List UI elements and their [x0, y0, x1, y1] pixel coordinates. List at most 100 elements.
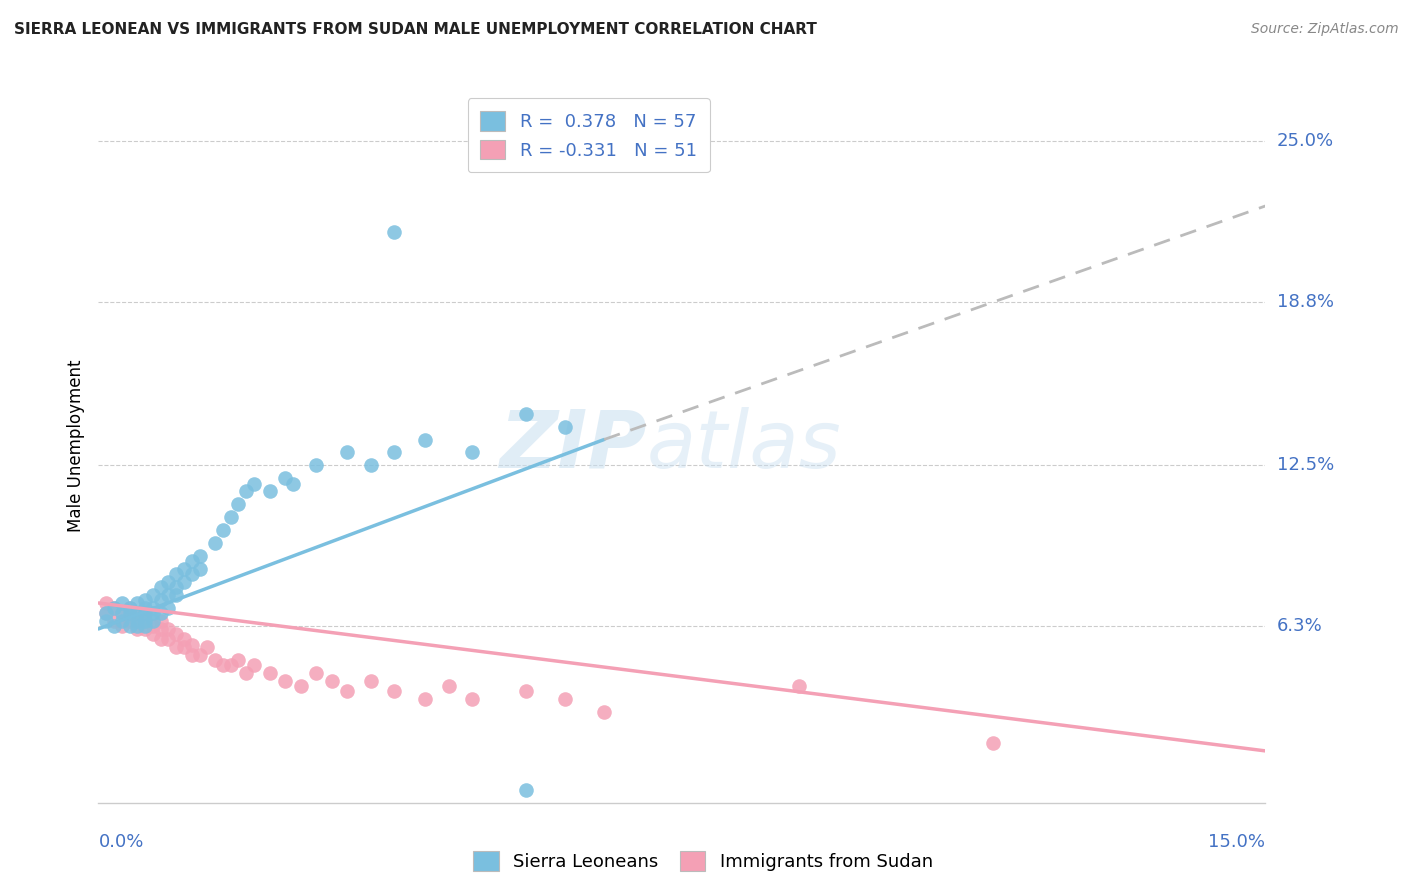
Text: 15.0%: 15.0% — [1208, 833, 1265, 851]
Point — [118, 614, 141, 628]
Point — [111, 614, 134, 628]
Point — [437, 679, 460, 693]
Point — [981, 736, 1004, 750]
Point — [228, 653, 250, 667]
Point — [165, 627, 187, 641]
Text: 6.3%: 6.3% — [1277, 617, 1322, 635]
Point — [149, 607, 172, 621]
Point — [219, 658, 242, 673]
Text: SIERRA LEONEAN VS IMMIGRANTS FROM SUDAN MALE UNEMPLOYMENT CORRELATION CHART: SIERRA LEONEAN VS IMMIGRANTS FROM SUDAN … — [14, 22, 817, 37]
Point — [149, 614, 172, 628]
Point — [157, 601, 180, 615]
Point — [180, 554, 202, 568]
Point — [360, 673, 382, 688]
Point — [96, 607, 118, 621]
Point — [149, 593, 172, 607]
Point — [134, 607, 156, 621]
Point — [188, 648, 211, 662]
Point — [134, 614, 156, 628]
Point — [188, 562, 211, 576]
Point — [281, 476, 304, 491]
Point — [787, 679, 810, 693]
Point — [134, 619, 156, 633]
Point — [103, 601, 125, 615]
Point — [165, 588, 187, 602]
Point — [243, 476, 266, 491]
Point — [142, 588, 165, 602]
Point — [96, 596, 118, 610]
Point — [149, 632, 172, 647]
Point — [274, 471, 297, 485]
Point — [515, 782, 537, 797]
Text: atlas: atlas — [647, 407, 842, 485]
Point — [149, 581, 172, 595]
Point — [305, 666, 328, 681]
Point — [219, 510, 242, 524]
Text: Source: ZipAtlas.com: Source: ZipAtlas.com — [1251, 22, 1399, 37]
Point — [111, 607, 134, 621]
Point — [554, 692, 576, 706]
Text: 12.5%: 12.5% — [1277, 457, 1334, 475]
Point — [382, 684, 405, 698]
Point — [173, 562, 195, 576]
Point — [165, 640, 187, 654]
Point — [103, 614, 125, 628]
Point — [382, 445, 405, 459]
Point — [96, 607, 118, 621]
Point — [142, 619, 165, 633]
Point — [134, 622, 156, 636]
Point — [118, 607, 141, 621]
Point — [165, 581, 187, 595]
Point — [235, 666, 257, 681]
Point — [127, 619, 149, 633]
Point — [127, 614, 149, 628]
Point — [461, 692, 484, 706]
Point — [157, 622, 180, 636]
Point — [180, 648, 202, 662]
Point — [515, 684, 537, 698]
Point — [274, 673, 297, 688]
Point — [180, 567, 202, 582]
Point — [118, 601, 141, 615]
Point — [134, 593, 156, 607]
Point — [142, 607, 165, 621]
Point — [461, 445, 484, 459]
Point — [127, 596, 149, 610]
Point — [204, 536, 226, 550]
Point — [382, 225, 405, 239]
Point — [195, 640, 218, 654]
Text: ZIP: ZIP — [499, 407, 647, 485]
Point — [235, 484, 257, 499]
Point — [96, 614, 118, 628]
Point — [413, 692, 436, 706]
Point — [515, 407, 537, 421]
Point — [142, 601, 165, 615]
Point — [305, 458, 328, 473]
Point — [149, 622, 172, 636]
Point — [336, 684, 359, 698]
Legend: Sierra Leoneans, Immigrants from Sudan: Sierra Leoneans, Immigrants from Sudan — [465, 844, 941, 879]
Point — [111, 596, 134, 610]
Point — [111, 607, 134, 621]
Point — [127, 607, 149, 621]
Point — [157, 632, 180, 647]
Point — [127, 622, 149, 636]
Point — [321, 673, 343, 688]
Point — [204, 653, 226, 667]
Point — [336, 445, 359, 459]
Point — [212, 524, 235, 538]
Point — [142, 614, 165, 628]
Point — [127, 614, 149, 628]
Point — [413, 433, 436, 447]
Point — [593, 705, 616, 719]
Point — [134, 614, 156, 628]
Point — [173, 632, 195, 647]
Point — [259, 484, 281, 499]
Text: 0.0%: 0.0% — [98, 833, 143, 851]
Point — [188, 549, 211, 564]
Point — [212, 658, 235, 673]
Legend: R =  0.378   N = 57, R = -0.331   N = 51: R = 0.378 N = 57, R = -0.331 N = 51 — [468, 98, 710, 172]
Y-axis label: Male Unemployment: Male Unemployment — [66, 359, 84, 533]
Point — [259, 666, 281, 681]
Point — [134, 607, 156, 621]
